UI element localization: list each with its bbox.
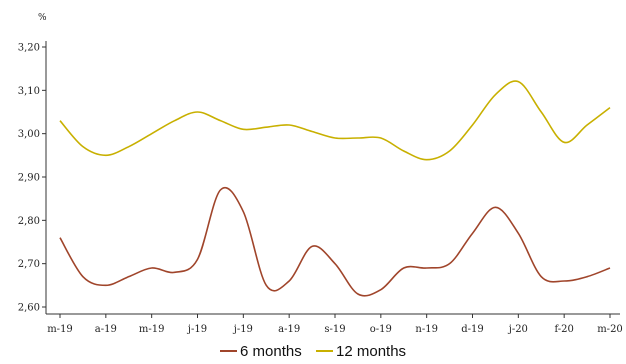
x-tick-label: m-19 xyxy=(47,324,73,335)
x-tick-label: o-19 xyxy=(370,324,392,335)
legend-item: 12 months xyxy=(316,343,406,360)
y-axis-ticks: 2,60 2,70 2,80 2,90 3,00 3,10 3,20 xyxy=(18,43,46,314)
y-tick-label: 3,00 xyxy=(18,129,40,140)
legend-label: 12 months xyxy=(336,343,406,360)
y-tick-label: 2,90 xyxy=(18,173,40,184)
axes xyxy=(45,41,620,315)
legend-label: 6 months xyxy=(240,343,302,360)
x-tick-label: d-19 xyxy=(461,324,484,335)
x-tick-label: a-19 xyxy=(95,324,117,335)
y-tick-label: 2,80 xyxy=(18,216,40,227)
x-tick-label: a-19 xyxy=(278,324,300,335)
x-tick-label: m-19 xyxy=(139,324,165,335)
legend: 6 months 12 months xyxy=(220,343,406,360)
y-tick-label: 2,70 xyxy=(18,259,40,270)
x-tick-label: j-19 xyxy=(187,324,207,335)
y-tick-label: 3,10 xyxy=(18,86,40,97)
x-tick-label: s-19 xyxy=(324,324,345,335)
y-axis-unit-label: % xyxy=(38,13,47,23)
series-lines xyxy=(59,80,611,297)
x-tick-label: j-19 xyxy=(233,324,253,335)
y-tick-label: 2,60 xyxy=(18,303,40,314)
legend-item: 6 months xyxy=(220,343,302,360)
x-tick-label: n-19 xyxy=(415,324,438,335)
series-line-twelve-months xyxy=(59,80,611,161)
series-line-six-months xyxy=(59,187,611,297)
y-tick-label: 3,20 xyxy=(18,43,40,54)
x-axis-ticks: m-19 a-19 m-19 j-19 j-19 a-19 s-19 o-19 n-19 d-19… xyxy=(47,314,623,335)
x-tick-label: f-20 xyxy=(554,324,573,335)
x-tick-label: m-20 xyxy=(597,324,623,335)
x-tick-label: j-20 xyxy=(508,324,528,335)
